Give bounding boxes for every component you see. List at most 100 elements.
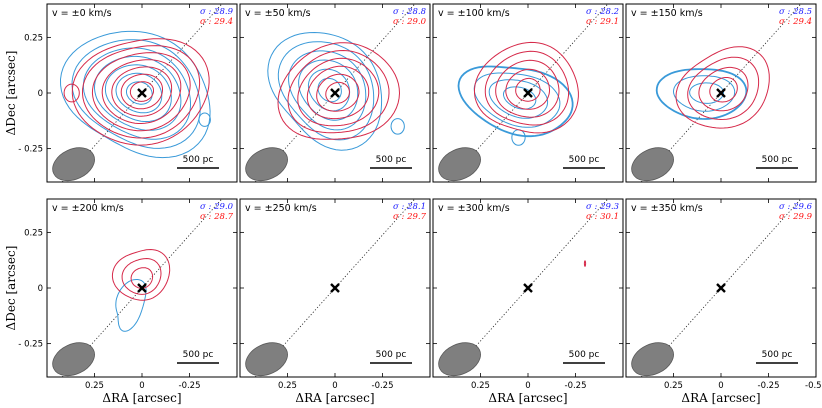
x-tick-label: 0.25 <box>278 381 297 391</box>
blue-contour-level-2 <box>672 75 736 112</box>
nucleus-cross-marker <box>330 283 340 293</box>
panel-4: 500 pc v = ±150 km/s σ : 28.5σ : 29.4 <box>625 3 817 183</box>
scale-bar-label: 500 pc <box>762 350 793 360</box>
blue-contour-level-6 <box>115 72 163 114</box>
x-tick-label: 0 <box>718 381 723 391</box>
x-axis-title: ΔRA [arcsec] <box>488 391 567 405</box>
x-axis-title: ΔRA [arcsec] <box>681 391 760 405</box>
velocity-label: v = ±200 km/s <box>52 203 124 214</box>
red-contour-level-5 <box>111 66 173 117</box>
red-contour-level-5 <box>316 73 360 112</box>
panel-plot-area <box>52 199 223 377</box>
beam-ellipse <box>631 147 674 182</box>
nucleus-cross-marker <box>523 88 533 98</box>
blue-contour-level-3 <box>82 47 191 140</box>
red-contour-clump-1 <box>63 83 80 103</box>
x-tick-label: 0.25 <box>664 381 683 391</box>
y-tick-label: - 0.25 <box>18 145 43 155</box>
x-tick-label: -0.25 <box>565 381 587 391</box>
panel-plot-area <box>438 199 609 377</box>
sigma-blue-label: σ : 28.2 <box>586 7 619 17</box>
panel-plot-area <box>631 199 802 377</box>
panel-1: 500 pc v = ±0 km/s σ : 28.9σ : 29.4 0.25 0 - … <box>4 3 238 183</box>
sigma-blue-label: σ : 29.6 <box>779 202 813 212</box>
y-axis-title: ΔDec [arcsec] <box>4 246 18 331</box>
x-tick-label: -0.50 <box>805 381 822 391</box>
blue-contour-clump-1 <box>198 112 211 127</box>
red-contour-level-6 <box>325 81 350 105</box>
scale-bar-label: 500 pc <box>376 155 407 165</box>
panel-6: 500 pc v = ±250 km/s σ : 28.1σ : 29.7 0.25 0… <box>239 198 431 405</box>
panel-2: 500 pc v = ±50 km/s σ : 28.8σ : 29.0 <box>239 3 431 183</box>
scale-bar-label: 500 pc <box>183 155 214 165</box>
blue-contour-level-5 <box>307 68 351 112</box>
x-axis-title: ΔRA [arcsec] <box>102 391 181 405</box>
red-contour-level-2 <box>484 50 570 126</box>
sigma-red-label: σ : 29.4 <box>779 17 812 27</box>
red-contour-level-2 <box>121 257 162 295</box>
nucleus-cross-marker <box>523 283 533 293</box>
sigma-blue-label: σ : 28.5 <box>779 7 812 17</box>
beam-ellipse <box>438 342 481 377</box>
red-contour-level-3 <box>495 59 560 118</box>
velocity-label: v = ±0 km/s <box>52 8 112 19</box>
sigma-red-label: σ : 29.9 <box>779 212 813 222</box>
blue-contour-level-1 <box>115 279 147 332</box>
red-contour-level-7 <box>129 81 154 102</box>
sigma-red-label: σ : 29.7 <box>393 212 427 222</box>
velocity-label: v = ±100 km/s <box>438 8 510 19</box>
y-tick-label: - 0.25 <box>18 340 43 350</box>
velocity-label: v = ±150 km/s <box>631 8 703 19</box>
scale-bar-label: 500 pc <box>183 350 214 360</box>
sigma-blue-label: σ : 29.3 <box>586 202 619 212</box>
velocity-label: v = ±350 km/s <box>631 203 703 214</box>
red-contour-level-5 <box>515 77 541 102</box>
red-contour-level-1 <box>474 41 579 134</box>
blue-contour-level-2 <box>473 72 561 128</box>
y-tick-label: 0.25 <box>24 228 43 238</box>
blue-contour-level-5 <box>104 64 172 122</box>
beam-ellipse <box>52 147 95 182</box>
panel-5: 500 pc v = ±200 km/s σ : 29.0σ : 28.7 0.25 0… <box>4 198 238 405</box>
y-tick-label: 0.25 <box>24 33 43 43</box>
x-tick-label: 0.25 <box>471 381 490 391</box>
red-contour-level-6 <box>120 73 163 110</box>
red-contour-level-4 <box>505 68 550 110</box>
y-tick-label: 0 <box>38 284 43 294</box>
red-contour-level-2 <box>687 56 760 121</box>
nucleus-cross-marker <box>716 283 726 293</box>
red-contour-level-3 <box>130 267 154 289</box>
panel-plot-area <box>438 4 609 182</box>
blue-contour-level-4 <box>503 86 537 110</box>
red-contour-level-4 <box>709 77 738 103</box>
scale-bar-label: 500 pc <box>376 350 407 360</box>
velocity-label: v = ±300 km/s <box>438 203 510 214</box>
sigma-red-label: σ : 28.7 <box>200 212 234 222</box>
x-axis-title: ΔRA [arcsec] <box>295 391 374 405</box>
beam-ellipse <box>245 342 288 377</box>
beam-ellipse <box>245 147 288 182</box>
y-axis-title: ΔDec [arcsec] <box>4 51 18 136</box>
red-contour-level-3 <box>297 57 380 127</box>
red-contour-level-3 <box>91 52 191 132</box>
blue-contour-level-2 <box>277 41 375 141</box>
blue-contour-level-2 <box>71 39 201 149</box>
sigma-blue-label: σ : 28.1 <box>393 202 426 212</box>
blue-contour-level-3 <box>288 50 367 131</box>
scale-bar-label: 500 pc <box>762 155 793 165</box>
velocity-label: v = ±50 km/s <box>245 8 311 19</box>
red-contour-level-3 <box>698 66 749 112</box>
x-tick-label: -0.25 <box>372 381 394 391</box>
red-contour-level-4 <box>101 59 182 124</box>
red-contour-level-1 <box>675 46 770 129</box>
x-tick-label: 0 <box>332 381 337 391</box>
x-tick-label: -0.25 <box>179 381 201 391</box>
blue-contour-level-3 <box>689 82 725 104</box>
blue-contour-clump-1 <box>390 118 405 135</box>
nucleus-cross-marker <box>137 283 147 293</box>
red-contour-level-2 <box>287 49 390 134</box>
red-contour-level-1 <box>583 260 587 267</box>
red-contour-level-4 <box>306 65 370 120</box>
sigma-red-label: σ : 29.4 <box>200 17 233 27</box>
blue-contour-level-1 <box>267 31 383 151</box>
